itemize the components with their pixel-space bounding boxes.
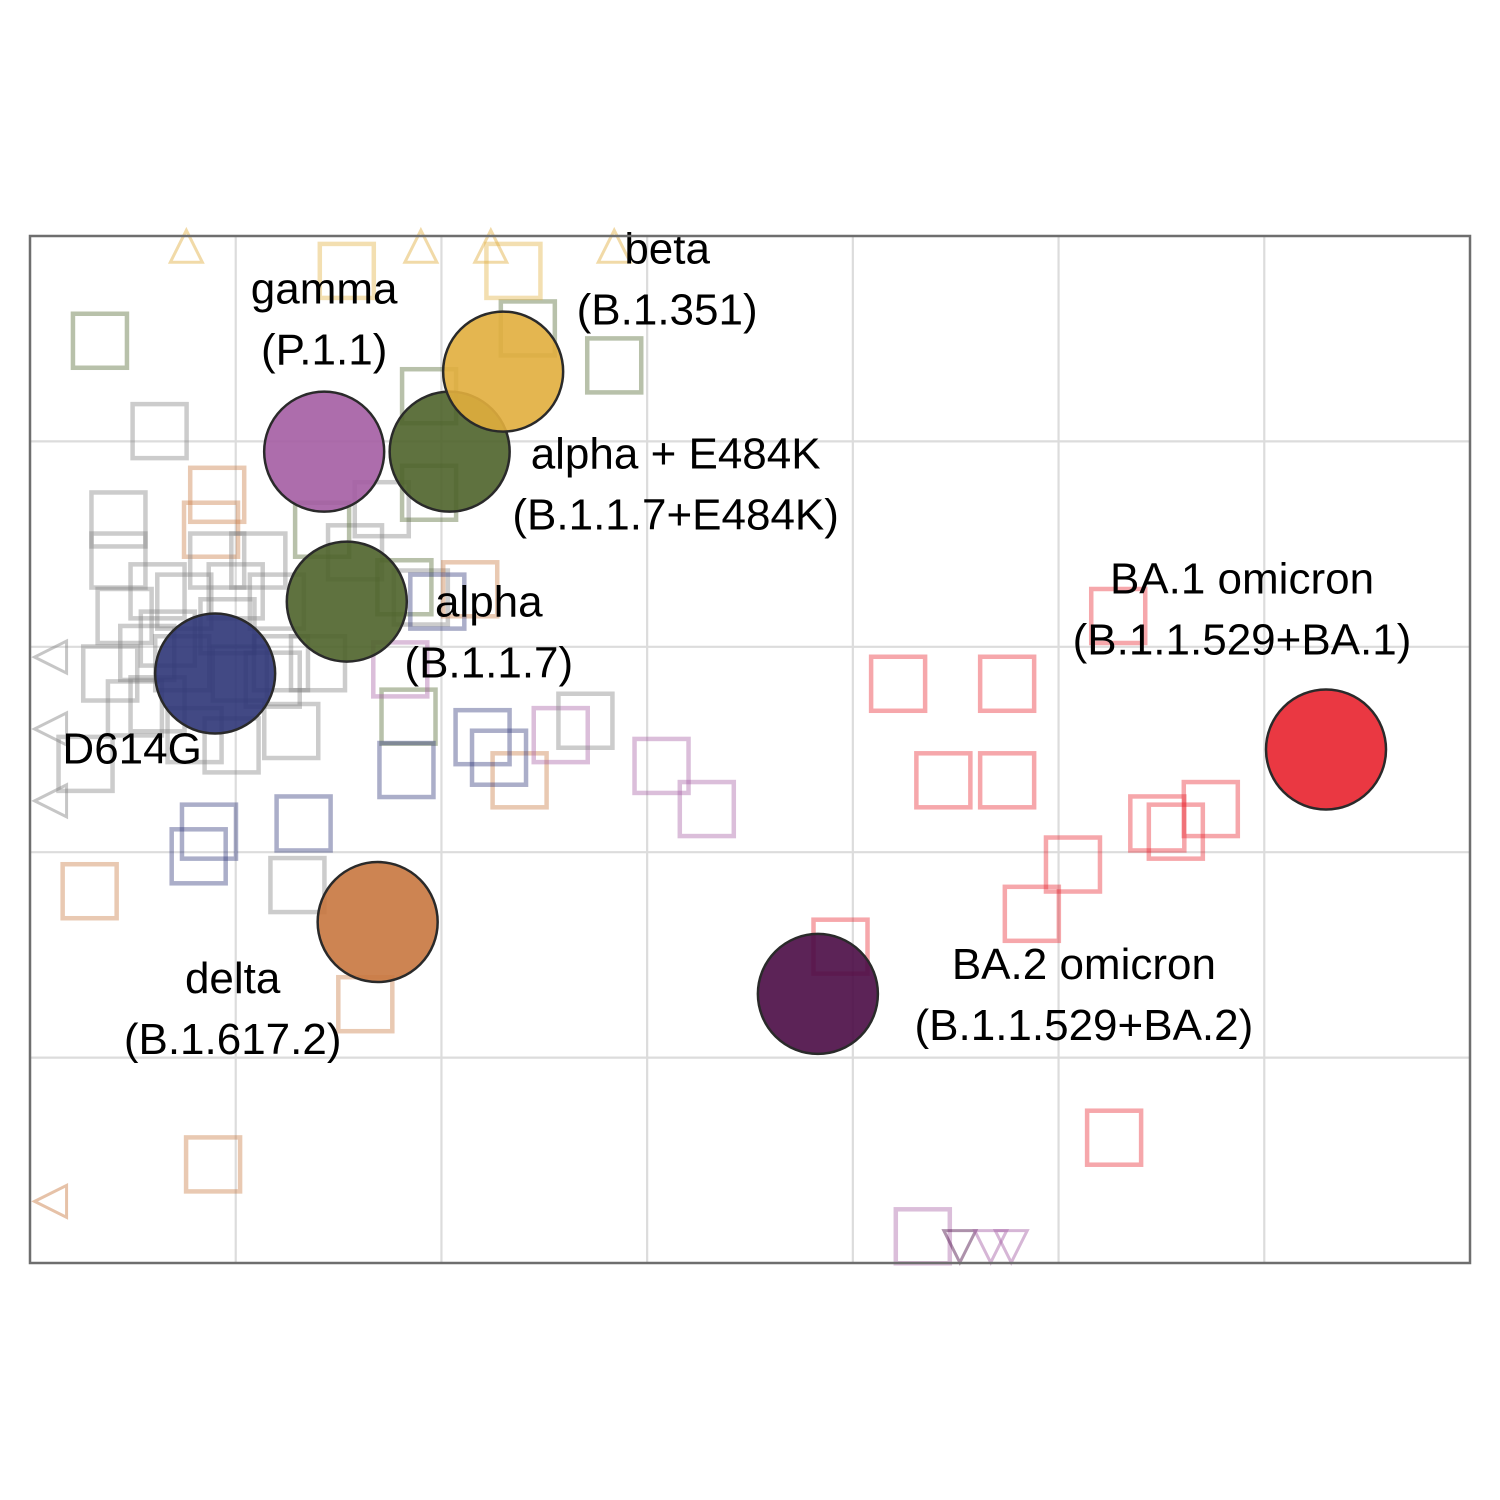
serum-point <box>1043 835 1103 894</box>
serum-point <box>80 644 140 703</box>
serum-point <box>262 701 321 761</box>
serum-point <box>371 640 430 699</box>
antigen-label: gamma (P.1.1) <box>251 265 398 375</box>
serum-point <box>868 654 928 714</box>
antigen-label-line: (B.1.1.529+BA.1) <box>1073 616 1412 665</box>
antigen-label-line: (B.1.1.7+E484K) <box>512 491 839 540</box>
serum-point <box>1088 586 1148 646</box>
edge-marker-layer <box>31 226 1030 1266</box>
antigen-label-line: D614G <box>62 725 201 774</box>
antigen-label-line: (B.1.1.7) <box>404 639 573 688</box>
antigen-label: BA.1 omicron (B.1.1.529+BA.1) <box>1073 555 1412 665</box>
antigen-label-line: (P.1.1) <box>261 326 387 375</box>
antigen-point <box>316 860 439 984</box>
serum-point <box>268 855 327 915</box>
serum-point <box>1146 802 1206 861</box>
serum-point <box>130 401 189 461</box>
offscale-marker <box>167 226 205 264</box>
offscale-marker <box>402 226 440 264</box>
antigen-label-line: (B.1.1.529+BA.2) <box>915 1001 1254 1050</box>
offscale-marker <box>595 226 633 264</box>
serum-point <box>977 751 1037 810</box>
serum-point <box>352 479 412 539</box>
antigen-point <box>756 932 880 1056</box>
antigen-label: D614G <box>62 725 201 774</box>
antigen-label-line: (B.1.351) <box>577 286 758 335</box>
serum-point <box>187 465 247 525</box>
antigen-label-line: BA.2 omicron <box>952 940 1216 989</box>
offscale-marker <box>31 710 69 748</box>
antigen-point <box>441 310 565 433</box>
antigen-label: beta (B.1.351) <box>577 225 758 335</box>
serum-point <box>187 531 247 590</box>
antigen-label-line: BA.1 omicron <box>1110 555 1374 604</box>
serum-point <box>453 707 512 767</box>
serum-point <box>336 974 395 1034</box>
serum-point <box>229 531 288 590</box>
antigen-label-line: gamma <box>251 265 398 314</box>
serum-point <box>377 740 436 800</box>
offscale-marker <box>941 1229 979 1266</box>
serum-point <box>56 734 115 794</box>
antigen-label: delta (B.1.617.2) <box>124 954 342 1064</box>
offscale-marker <box>31 782 69 820</box>
antigen-point <box>153 612 277 735</box>
serum-point <box>317 241 377 301</box>
serum-point <box>128 562 187 621</box>
plot-frame <box>28 234 1472 1265</box>
serum-point <box>977 654 1037 714</box>
serum-point <box>490 751 549 810</box>
grid-layer <box>30 236 1470 1263</box>
offscale-marker <box>992 1229 1030 1266</box>
antigen-label: BA.2 omicron (B.1.1.529+BA.2) <box>915 940 1254 1050</box>
antigen-point <box>262 390 386 513</box>
serum-point <box>60 861 119 921</box>
serum-point <box>556 691 615 750</box>
antigen-layer <box>153 310 1388 1056</box>
antigen-label: alpha + E484K (B.1.1.7+E484K) <box>512 430 839 540</box>
antigen-label-line: delta <box>185 954 281 1003</box>
serum-point <box>274 794 333 853</box>
serum-point <box>105 679 165 738</box>
antigen-label-line: beta <box>624 225 710 274</box>
serum-point <box>677 779 737 839</box>
offscale-marker <box>31 1182 69 1220</box>
serum-point <box>1181 779 1241 839</box>
serum-point <box>484 241 543 301</box>
antigen-point <box>1264 688 1388 811</box>
serum-point <box>469 728 529 787</box>
antigen-label-line: alpha + E484K <box>531 430 821 479</box>
serum-point <box>379 687 438 746</box>
serum-point <box>169 827 228 886</box>
serum-point <box>1002 884 1062 944</box>
serum-point <box>95 586 154 646</box>
serum-point <box>89 490 148 549</box>
antigen-point <box>285 540 409 663</box>
serum-point <box>408 572 467 631</box>
serum-point <box>89 531 148 590</box>
serum-point <box>440 560 500 619</box>
antigen-label-line: (B.1.617.2) <box>124 1015 342 1064</box>
serum-point <box>1084 1108 1144 1167</box>
serum-point <box>531 705 590 765</box>
serum-point <box>584 336 644 395</box>
serum-point <box>893 1207 953 1266</box>
serum-point <box>1128 794 1187 853</box>
antigen-label-line: alpha <box>435 578 543 627</box>
offscale-marker <box>31 638 69 676</box>
serum-point <box>914 751 973 810</box>
serum-point <box>179 802 239 861</box>
serum-point <box>70 311 130 371</box>
serum-point <box>181 500 241 559</box>
offscale-marker <box>472 226 510 264</box>
serum-point <box>632 736 691 796</box>
label-layer: D614G alpha (B.1.1.7) alpha + E484K (B.1.1.7… <box>62 225 1411 1064</box>
offscale-marker <box>972 1229 1010 1266</box>
antigen-label: alpha (B.1.1.7) <box>404 578 573 688</box>
serum-point <box>183 1135 243 1194</box>
